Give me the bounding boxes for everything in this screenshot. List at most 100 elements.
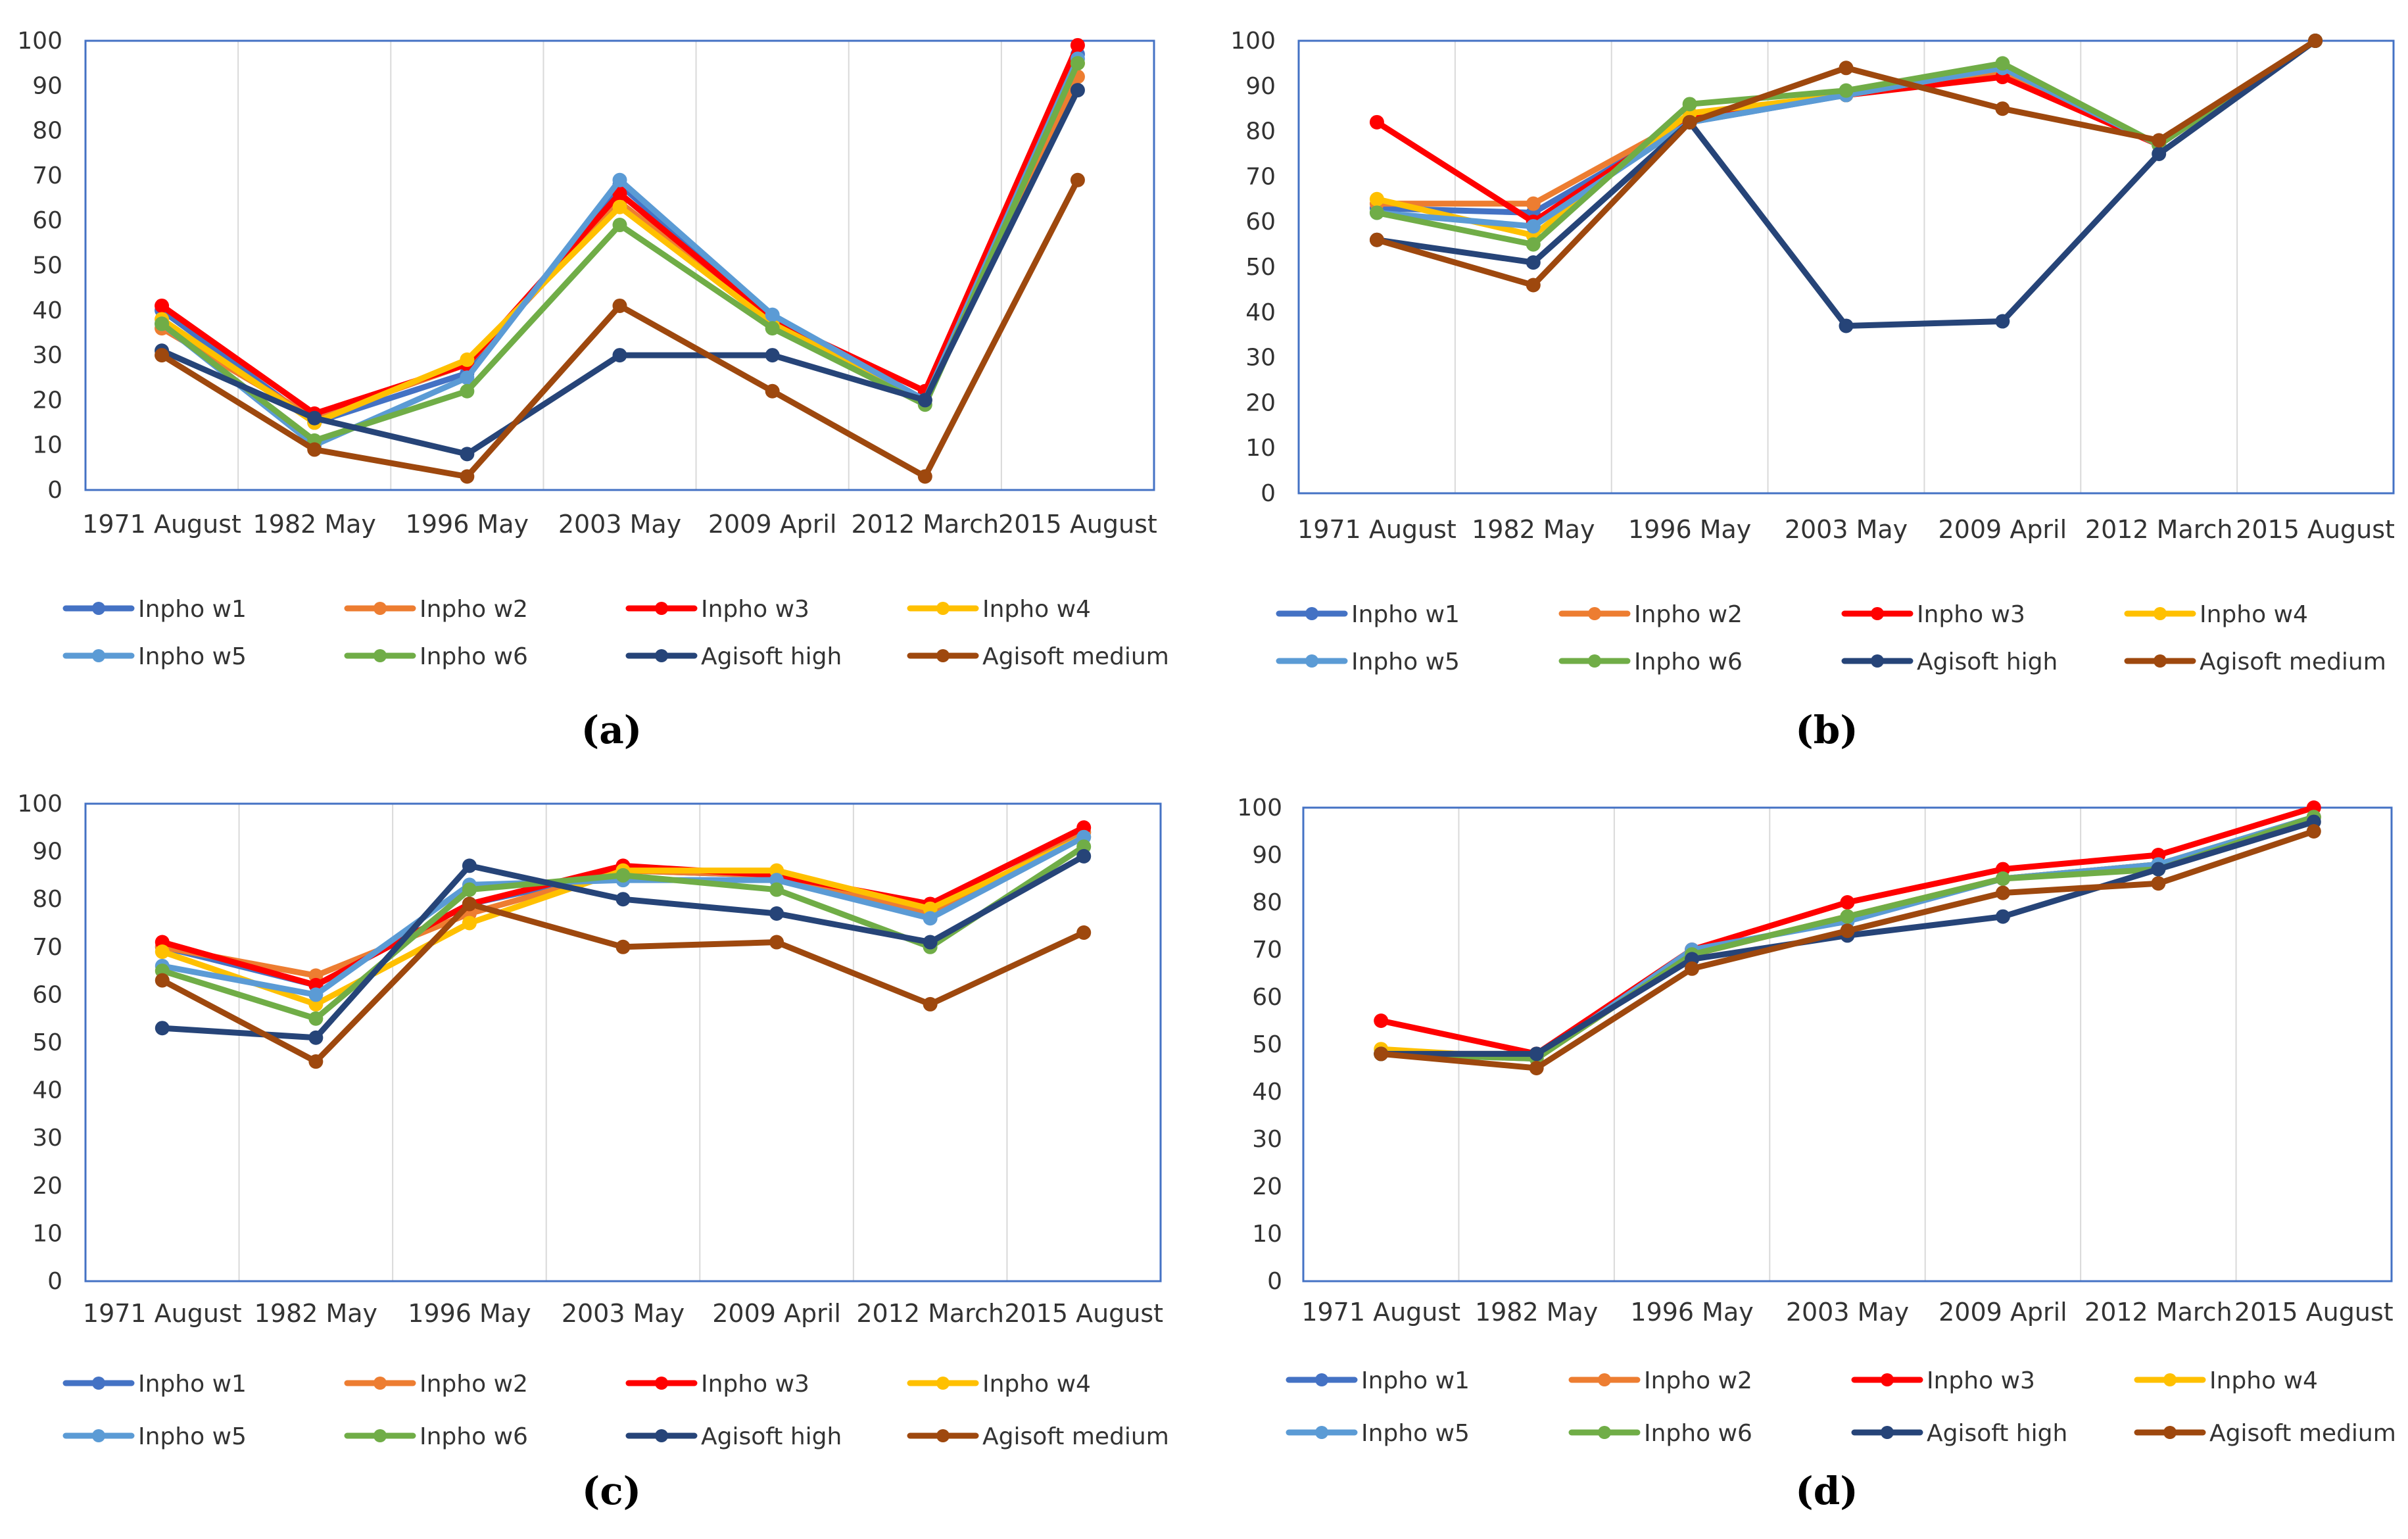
legend-swatch-marker bbox=[1598, 1426, 1611, 1439]
legend-label: Inpho w1 bbox=[1351, 601, 1460, 628]
data-point bbox=[769, 935, 784, 950]
legend-swatch-marker bbox=[373, 1429, 387, 1442]
y-tick-label: 100 bbox=[1230, 28, 1276, 55]
y-tick-label: 70 bbox=[32, 934, 62, 961]
data-point bbox=[1374, 1014, 1389, 1028]
legend-swatch-marker bbox=[1315, 1426, 1328, 1439]
y-tick-label: 0 bbox=[1261, 480, 1276, 507]
data-point bbox=[460, 469, 475, 484]
legend-label: Inpho w3 bbox=[1917, 601, 2025, 628]
data-point bbox=[1839, 318, 1854, 333]
y-tick-label: 100 bbox=[17, 28, 62, 55]
series-line bbox=[1374, 37, 2319, 289]
legend-swatch-marker bbox=[92, 649, 105, 662]
x-tick-label: 1982 May bbox=[1472, 515, 1595, 544]
legend-label: Agisoft high bbox=[701, 643, 842, 670]
y-tick-label: 80 bbox=[32, 886, 62, 913]
legend-swatch-marker bbox=[92, 602, 105, 615]
data-point bbox=[307, 442, 322, 457]
y-tick-label: 100 bbox=[17, 791, 62, 818]
y-tick-label: 90 bbox=[32, 839, 62, 866]
legend-swatch-marker bbox=[2154, 607, 2167, 620]
legend-label: Inpho w2 bbox=[1644, 1367, 1752, 1394]
x-tick-label: 2009 April bbox=[1938, 515, 2067, 544]
legend-label: Agisoft high bbox=[1917, 648, 2058, 675]
legend-label: Inpho w5 bbox=[1361, 1420, 1470, 1447]
legend-swatch-marker bbox=[655, 649, 668, 662]
data-point bbox=[1526, 219, 1541, 234]
data-point bbox=[1526, 237, 1541, 252]
legend-label: Agisoft high bbox=[1927, 1420, 2067, 1447]
legend-swatch-marker bbox=[2154, 654, 2167, 668]
y-tick-label: 90 bbox=[32, 72, 62, 99]
y-tick-label: 30 bbox=[1245, 345, 1276, 372]
y-tick-label: 20 bbox=[32, 1173, 62, 1200]
legend-swatch-marker bbox=[1588, 607, 1601, 620]
legend-swatch-marker bbox=[655, 1377, 668, 1390]
data-point bbox=[460, 352, 475, 367]
data-point bbox=[155, 348, 170, 363]
data-point bbox=[1995, 314, 2010, 329]
y-tick-label: 80 bbox=[32, 118, 62, 145]
data-point bbox=[460, 447, 475, 462]
y-tick-label: 40 bbox=[1252, 1079, 1282, 1106]
y-tick-label: 80 bbox=[1245, 118, 1276, 145]
y-tick-label: 100 bbox=[1237, 794, 1282, 821]
legend-label: Inpho w5 bbox=[1351, 648, 1460, 675]
data-point bbox=[2306, 824, 2321, 839]
y-tick-label: 60 bbox=[1252, 984, 1282, 1011]
data-point bbox=[1369, 205, 1384, 220]
data-point bbox=[1070, 172, 1085, 187]
data-point bbox=[307, 410, 322, 426]
legend-swatch-marker bbox=[373, 602, 387, 615]
y-tick-label: 10 bbox=[1245, 435, 1276, 462]
legend-swatch-marker bbox=[1305, 654, 1318, 668]
x-tick-label: 1996 May bbox=[406, 510, 529, 539]
data-point bbox=[2152, 147, 2167, 161]
x-tick-label: 2012 March bbox=[851, 510, 999, 539]
x-tick-label: 1982 May bbox=[253, 510, 376, 539]
data-point bbox=[2151, 862, 2166, 877]
x-tick-label: 1971 August bbox=[1301, 1298, 1460, 1327]
legend-label: Inpho w5 bbox=[138, 1423, 247, 1450]
legend-label: Inpho w6 bbox=[1634, 648, 1743, 675]
x-tick-label: 2012 March bbox=[856, 1299, 1004, 1328]
legend-label: Inpho w6 bbox=[420, 643, 528, 670]
data-point bbox=[1995, 56, 2010, 71]
x-tick-label: 1996 May bbox=[408, 1299, 531, 1328]
legend-swatch-marker bbox=[655, 1429, 668, 1442]
plot-area-frame bbox=[1297, 39, 2395, 495]
legend-label: Agisoft medium bbox=[2200, 648, 2386, 675]
data-point bbox=[1995, 101, 2010, 116]
legend-swatch-marker bbox=[936, 602, 950, 615]
data-point bbox=[615, 939, 631, 954]
data-point bbox=[765, 348, 780, 363]
legend-label: Inpho w3 bbox=[1927, 1367, 2035, 1394]
data-point bbox=[612, 186, 627, 201]
legend-label: Agisoft medium bbox=[2209, 1420, 2396, 1447]
y-tick-label: 70 bbox=[32, 162, 62, 189]
data-point bbox=[308, 1030, 324, 1045]
y-tick-label: 60 bbox=[32, 981, 62, 1008]
legend-swatch-marker bbox=[1315, 1373, 1328, 1386]
data-point bbox=[615, 867, 631, 883]
y-tick-label: 50 bbox=[32, 253, 62, 280]
data-point bbox=[612, 298, 627, 313]
data-point bbox=[462, 882, 477, 897]
y-tick-label: 90 bbox=[1252, 842, 1282, 869]
x-tick-label: 2003 May bbox=[558, 510, 681, 539]
legend-label: Inpho w3 bbox=[701, 1371, 809, 1398]
x-tick-label: 1996 May bbox=[1630, 1298, 1753, 1327]
y-tick-label: 10 bbox=[32, 432, 62, 459]
legend-label: Inpho w4 bbox=[982, 596, 1091, 623]
data-point bbox=[1995, 909, 2010, 924]
data-point bbox=[1840, 909, 1855, 924]
x-tick-label: 2015 August bbox=[1004, 1299, 1163, 1328]
y-tick-label: 60 bbox=[1245, 208, 1276, 235]
data-point bbox=[155, 1021, 170, 1036]
data-point bbox=[1526, 196, 1541, 211]
y-tick-label: 90 bbox=[1245, 73, 1276, 100]
data-point bbox=[1374, 1046, 1389, 1062]
